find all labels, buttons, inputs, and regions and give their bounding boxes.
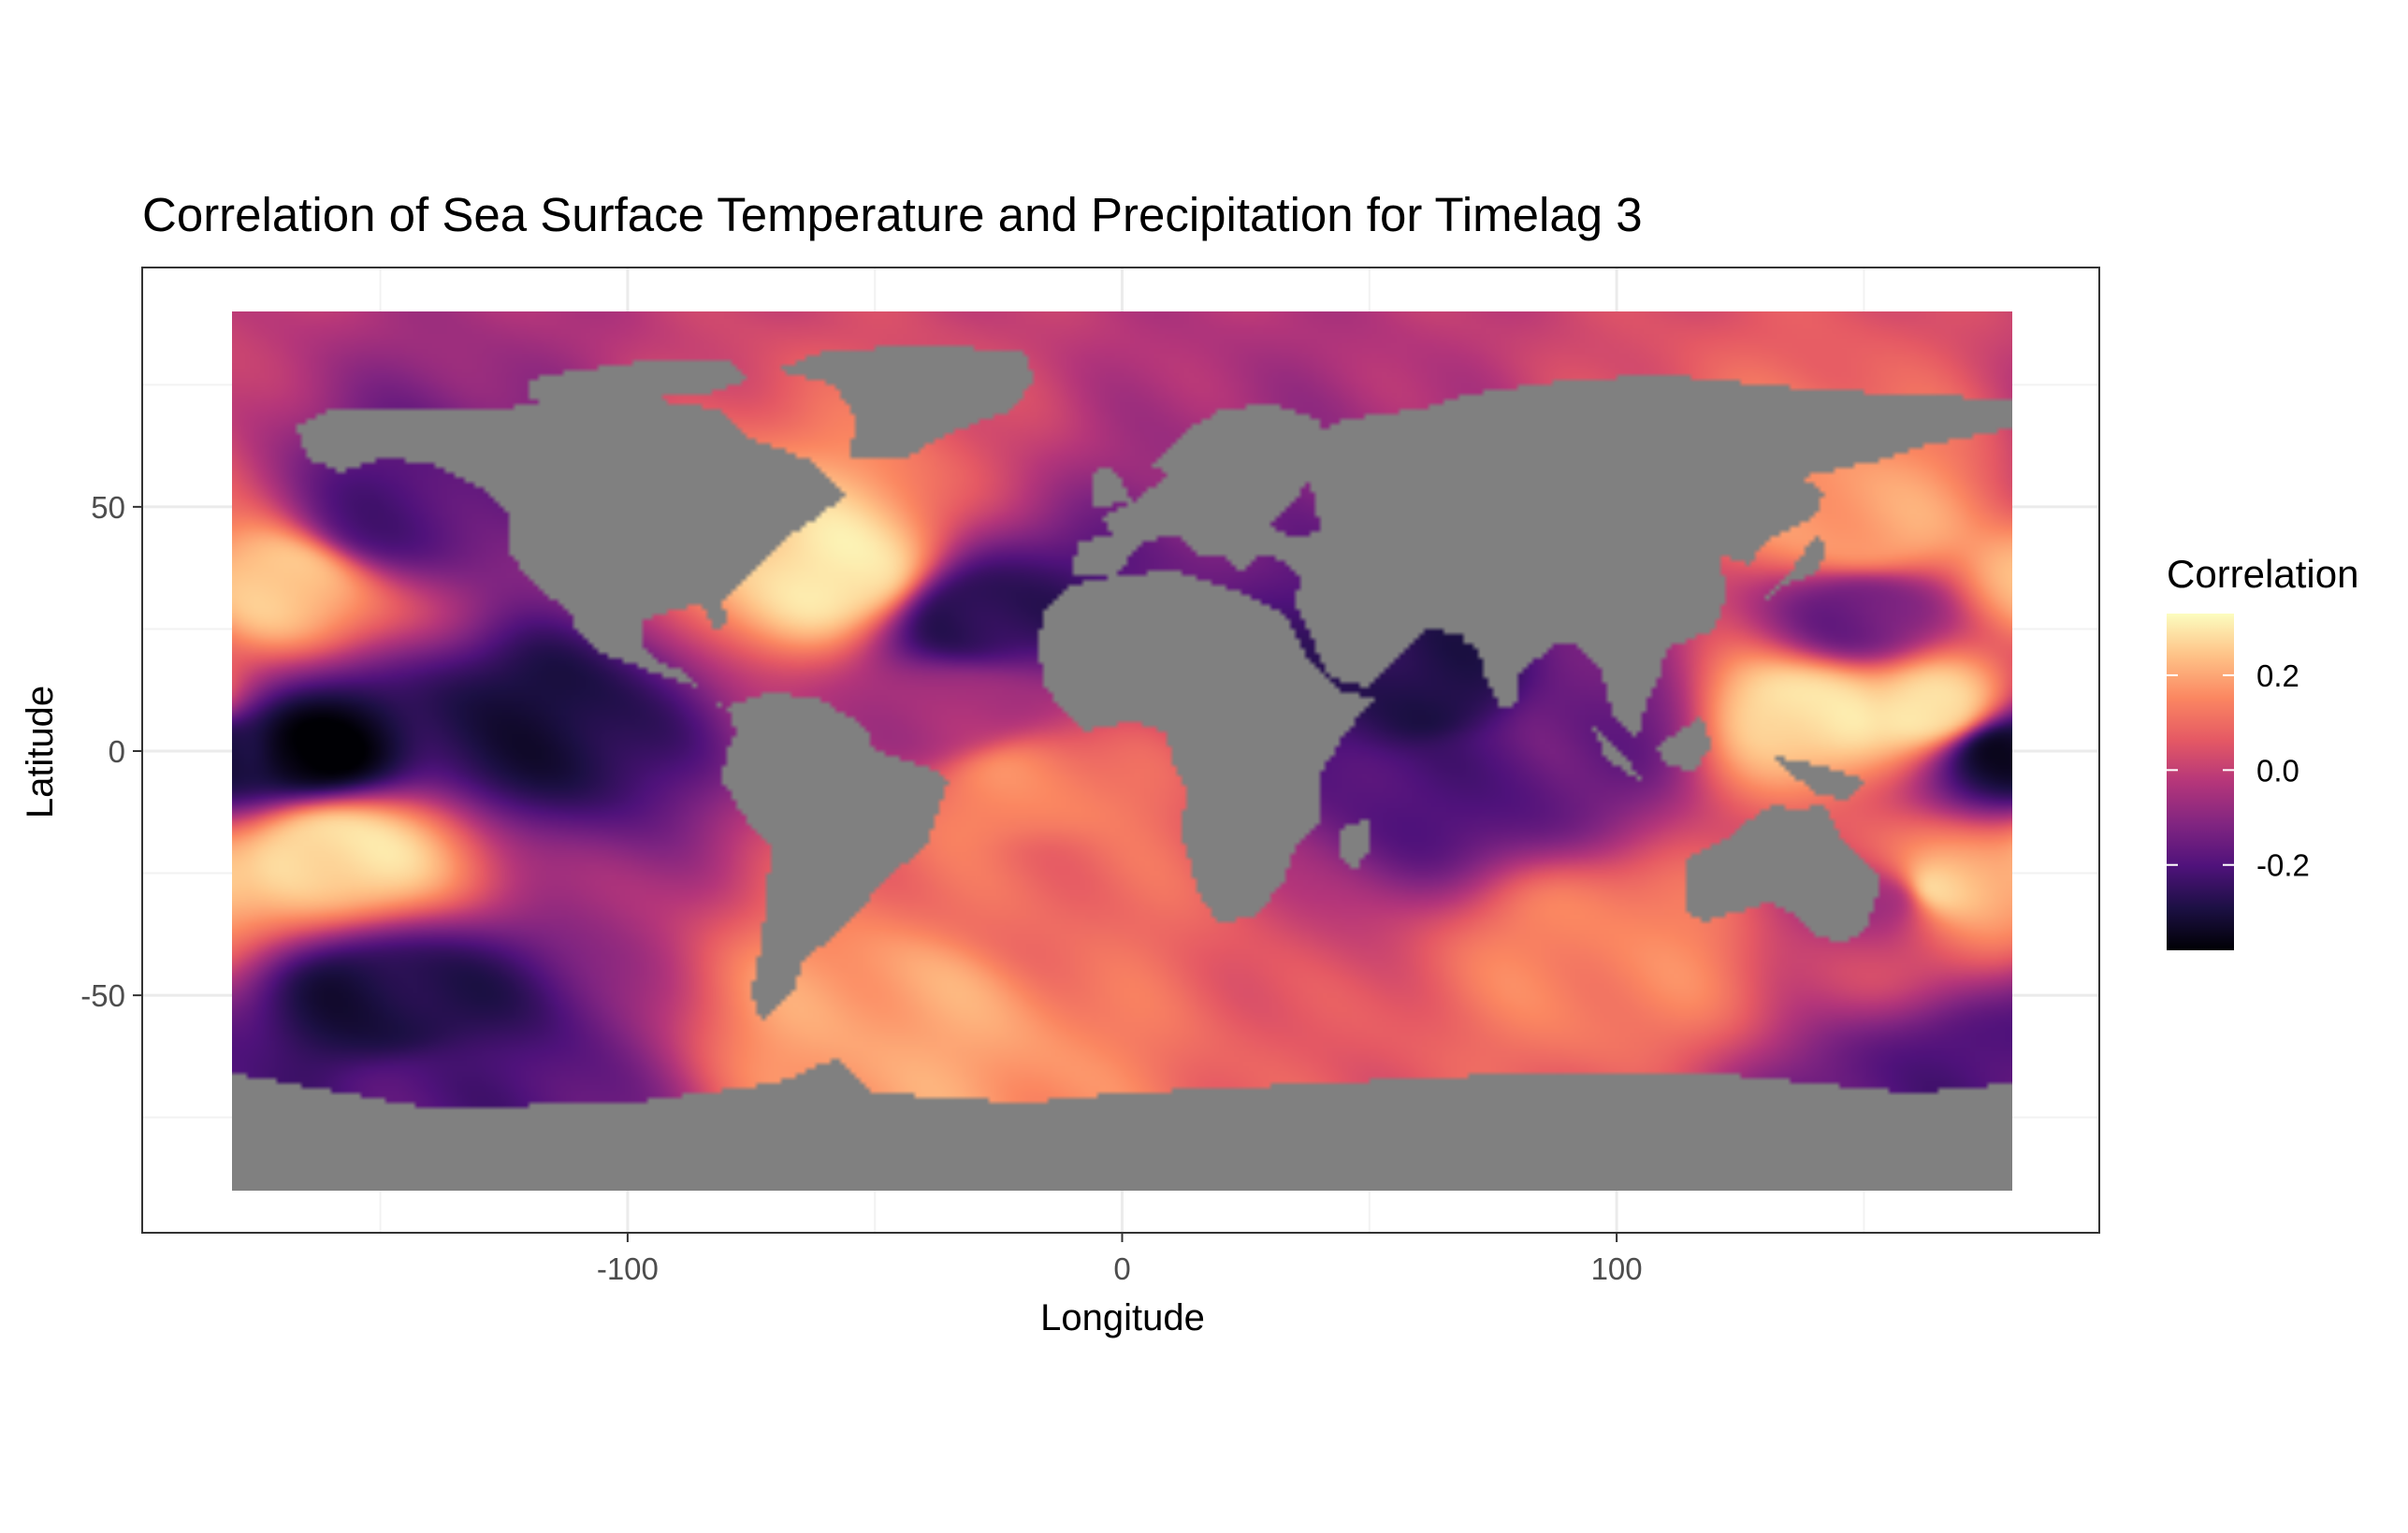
x-axis-label: Longitude <box>1040 1297 1205 1338</box>
legend-tick-label: -0.2 <box>2256 848 2310 883</box>
x-tick-label: 0 <box>1113 1251 1130 1286</box>
chart-title: Correlation of Sea Surface Temperature a… <box>142 188 1643 241</box>
legend-tick-label: 0.2 <box>2256 658 2299 693</box>
y-tick-label: 50 <box>91 490 125 525</box>
x-tick-label: -100 <box>597 1251 659 1286</box>
legend-colorbar <box>2167 614 2234 950</box>
y-tick-label: -50 <box>80 978 125 1013</box>
legend-title: Correlation <box>2167 552 2358 596</box>
heatmap-layer <box>232 311 2012 1191</box>
axis-ticks: -100 0 100 -50 0 50 <box>80 490 1642 1286</box>
y-tick-label: 0 <box>109 734 125 769</box>
legend-ticks: 0.2 0.0 -0.2 <box>2167 658 2310 883</box>
x-tick-label: 100 <box>1591 1251 1643 1286</box>
legend-tick-label: 0.0 <box>2256 753 2299 788</box>
correlation-heatmap <box>232 311 2012 1191</box>
y-axis-label: Latitude <box>20 686 61 818</box>
